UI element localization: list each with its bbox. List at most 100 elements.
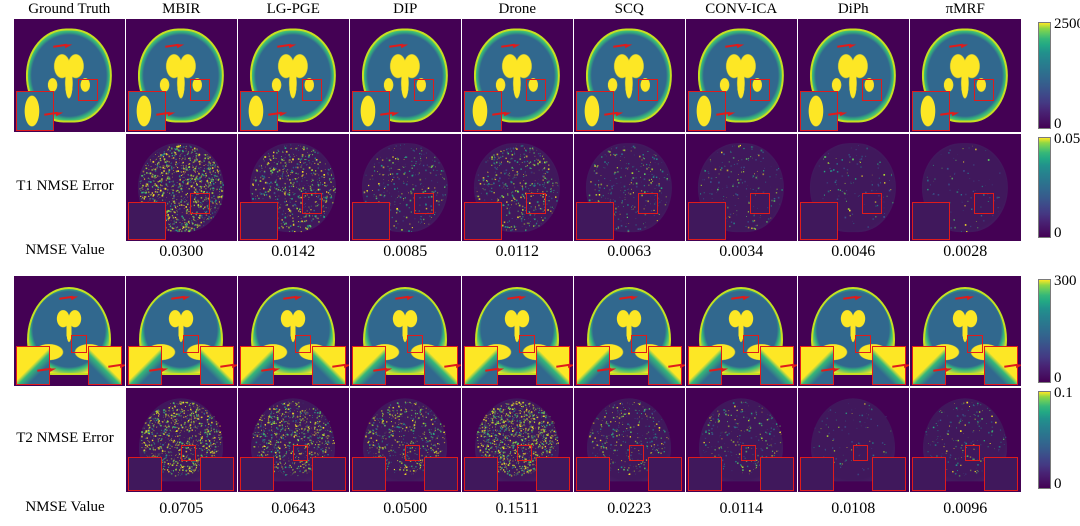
column-header-2: LG-PGE	[266, 1, 320, 17]
t1-map-colorbar	[1038, 22, 1051, 129]
inset-zoom-content	[649, 457, 682, 490]
annotation-arrow	[931, 366, 953, 382]
panel-t1-error-6	[798, 134, 909, 241]
inset-zoom-content	[801, 457, 834, 490]
roi-box	[629, 445, 644, 461]
nmse-value-t1-0: 0.0300	[159, 243, 204, 260]
inset-zoom-content	[353, 347, 386, 384]
roi-box	[750, 78, 770, 102]
nmse-value-t2-0: 0.0705	[159, 500, 204, 517]
nmse-value-t2-7: 0.0096	[943, 500, 988, 517]
column-header-4: Drone	[498, 1, 537, 17]
annotation-arrow	[1002, 361, 1021, 377]
roi-box	[78, 78, 98, 102]
nmse-value-t1-1: 0.0142	[271, 243, 316, 260]
column-header-0: Ground Truth	[28, 1, 111, 17]
roi-box	[414, 78, 434, 102]
zoom-inset	[800, 456, 835, 491]
nmse-value-t1-7: 0.0028	[943, 243, 988, 260]
annotation-arrow	[714, 109, 735, 125]
zoom-inset	[800, 202, 838, 240]
zoom-inset	[240, 456, 275, 491]
panel-t2-error-2	[350, 388, 461, 492]
zoom-inset	[16, 91, 54, 131]
roi-box	[974, 192, 994, 215]
roi-box	[190, 78, 210, 102]
roi-box	[862, 78, 882, 102]
zoom-inset	[312, 456, 347, 491]
column-header-5: SCQ	[614, 1, 644, 17]
t2-error-colorbar-min-label: 0	[1054, 476, 1062, 492]
annotation-arrow	[778, 361, 797, 377]
annotation-arrow	[147, 366, 169, 382]
annotation-arrow	[841, 293, 863, 309]
inset-zoom-content	[577, 92, 613, 130]
annotation-arrow	[442, 361, 461, 377]
roi-box	[190, 192, 210, 215]
roi-box	[638, 192, 658, 215]
zoom-inset	[536, 456, 571, 491]
annotation-arrow	[602, 109, 623, 125]
zoom-inset	[464, 456, 499, 491]
inset-zoom-content	[577, 347, 610, 384]
column-header-8: πMRF	[945, 1, 985, 17]
inset-zoom-content	[353, 203, 389, 239]
inset-zoom-content	[129, 457, 162, 490]
roi-box	[181, 445, 196, 461]
inset-zoom-content	[913, 347, 946, 384]
inset-zoom-content	[201, 457, 234, 490]
panel-t2-error-5	[686, 388, 797, 492]
annotation-arrow	[169, 293, 191, 309]
row-label-2: NMSE Value	[25, 242, 105, 258]
zoom-inset	[688, 456, 723, 491]
zoom-inset	[576, 91, 614, 131]
annotation-arrow	[35, 366, 57, 382]
zoom-inset	[424, 456, 459, 491]
annotation-arrow	[274, 41, 296, 57]
zoom-inset	[352, 91, 390, 131]
inset-zoom-content	[689, 92, 725, 130]
zoom-inset	[352, 456, 387, 491]
roi-box	[631, 335, 647, 353]
inset-zoom-content	[801, 203, 837, 239]
roi-box	[855, 335, 871, 353]
inset-zoom-content	[985, 457, 1018, 490]
inset-zoom-content	[689, 203, 725, 239]
annotation-arrow	[483, 366, 505, 382]
t2-map-colorbar-min-label: 0	[1054, 370, 1062, 386]
zoom-inset	[16, 346, 51, 385]
column-header-7: DiPh	[837, 1, 869, 17]
annotation-arrow	[707, 366, 729, 382]
panel-t2-error-4	[574, 388, 685, 492]
inset-zoom-content	[241, 347, 274, 384]
roi-box	[743, 335, 759, 353]
nmse-value-t2-6: 0.0108	[831, 500, 876, 517]
zoom-inset	[576, 346, 611, 385]
nmse-value-t2-2: 0.0500	[383, 500, 428, 517]
roi-box	[71, 335, 87, 353]
t2-map-colorbar	[1038, 279, 1051, 383]
panel-t1-map-3	[350, 19, 461, 132]
zoom-inset	[576, 456, 611, 491]
roi-box	[526, 78, 546, 102]
t2-error-colorbar-max-label: 0.1	[1054, 385, 1073, 401]
inset-zoom-content	[313, 457, 346, 490]
zoom-inset	[648, 456, 683, 491]
annotation-arrow	[498, 41, 520, 57]
roi-box	[974, 78, 994, 102]
zoom-inset	[240, 346, 275, 385]
inset-zoom-content	[913, 203, 949, 239]
roi-box	[407, 335, 423, 353]
zoom-inset	[128, 346, 163, 385]
inset-zoom-content	[129, 203, 165, 239]
annotation-arrow	[505, 293, 527, 309]
annotation-arrow	[50, 41, 72, 57]
panel-t1-error-3	[462, 134, 573, 241]
panel-t2-map-4	[462, 276, 573, 386]
annotation-arrow	[259, 366, 281, 382]
annotation-arrow	[106, 361, 125, 377]
t2-error-colorbar	[1038, 391, 1051, 489]
annotation-arrow	[386, 41, 408, 57]
roi-box	[967, 335, 983, 353]
zoom-inset	[128, 456, 163, 491]
